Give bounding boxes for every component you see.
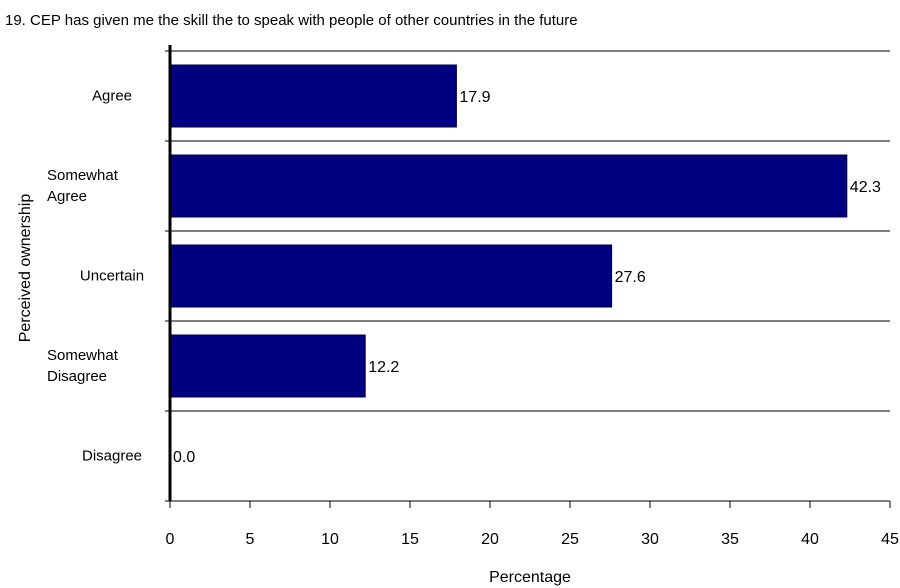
x-tick-label: 40 [801,531,819,548]
x-tick-label: 10 [321,531,339,548]
data-label: 27.6 [615,269,646,286]
category-label: Somewhat Agree [47,165,118,207]
x-tick-label: 0 [166,531,175,548]
category-label-line: Somewhat [47,167,118,184]
category-label-line: Disagree [81,447,143,465]
category-label-line: Uncertain [79,267,145,285]
x-tick-label: 5 [246,531,255,548]
x-tick-label: 20 [481,531,499,548]
bar [169,244,613,308]
category-label-line: Agree [47,188,88,205]
data-label: 42.3 [850,179,881,196]
x-tick-label: 35 [721,531,739,548]
category-label: Agree [92,86,132,107]
bar [169,334,366,398]
chart-title: 19. CEP has given me the skill the to sp… [5,12,578,29]
category-label-line: Somewhat [47,347,118,364]
x-tick-label: 15 [401,531,419,548]
x-tick-label: 25 [561,531,579,548]
category-label-line: Agree [91,87,133,105]
x-axis-label: Percentage [489,569,571,586]
category-label: Uncertain [80,266,144,287]
data-label: 0.0 [173,449,195,466]
bar [169,64,457,128]
x-tick-label: 45 [881,531,899,548]
data-label: 17.9 [459,89,490,106]
category-label: Disagree [82,446,142,467]
category-label-line: Disagree [47,368,108,385]
x-tick-label: 30 [641,531,659,548]
category-label: Somewhat Disagree [47,345,118,387]
data-label: 12.2 [368,359,399,376]
bar [169,154,848,218]
